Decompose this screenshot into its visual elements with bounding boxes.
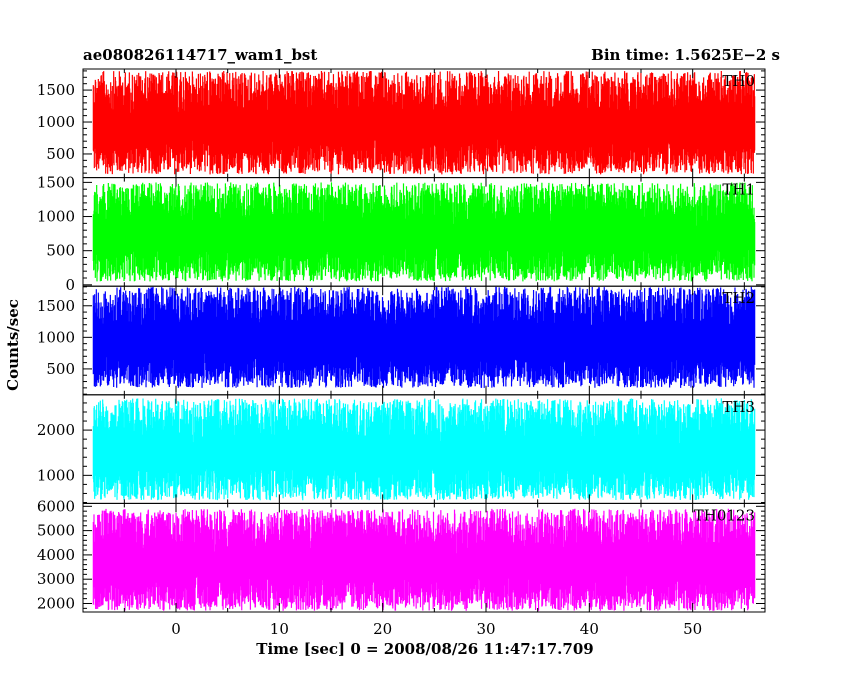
y-tick-label: 500 bbox=[46, 360, 75, 378]
panel-label-th2: TH2 bbox=[722, 289, 755, 307]
y-tick-label: 5000 bbox=[37, 522, 75, 540]
y-tick-label: 500 bbox=[46, 145, 75, 163]
x-axis-label: Time [sec] 0 = 2008/08/26 11:47:17.709 bbox=[256, 640, 593, 658]
x-tick-label: 10 bbox=[270, 620, 289, 638]
y-tick-label: 2000 bbox=[37, 594, 75, 612]
y-tick-label: 3000 bbox=[37, 570, 75, 588]
x-tick-label: 40 bbox=[580, 620, 599, 638]
y-tick-label: 1000 bbox=[37, 208, 75, 226]
y-tick-label: 1000 bbox=[37, 328, 75, 346]
panel-label-th0: TH0 bbox=[722, 72, 755, 90]
y-tick-label: 2000 bbox=[37, 421, 75, 439]
panel-label-th3: TH3 bbox=[722, 398, 755, 416]
y-tick-label: 0 bbox=[65, 276, 75, 294]
y-tick-label: 500 bbox=[46, 242, 75, 260]
y-tick-label: 6000 bbox=[37, 497, 75, 515]
y-tick-label: 1500 bbox=[37, 173, 75, 191]
panel-frame-th0123 bbox=[82, 502, 766, 613]
x-tick-label: 0 bbox=[171, 620, 181, 638]
x-tick-label: 50 bbox=[683, 620, 702, 638]
chart-title-left: ae080826114717_wam1_bst bbox=[83, 46, 317, 64]
series-th0123 bbox=[92, 508, 756, 611]
series-th0 bbox=[92, 70, 756, 175]
x-tick-label: 20 bbox=[373, 620, 392, 638]
y-tick-label: 4000 bbox=[37, 546, 75, 564]
y-tick-label: 1000 bbox=[37, 113, 75, 131]
y-axis-label: Counts/sec bbox=[4, 299, 22, 391]
panel-label-th0123: TH0123 bbox=[694, 506, 755, 524]
series-th1 bbox=[92, 182, 756, 282]
y-tick-label: 1500 bbox=[37, 81, 75, 99]
panel-label-th1: TH1 bbox=[722, 181, 755, 199]
x-tick-label: 30 bbox=[476, 620, 495, 638]
series-th2 bbox=[92, 286, 756, 388]
chart-title-right: Bin time: 1.5625E−2 s bbox=[591, 46, 780, 64]
series-th3 bbox=[92, 398, 756, 501]
y-tick-label: 1500 bbox=[37, 297, 75, 315]
y-tick-label: 1000 bbox=[37, 466, 75, 484]
